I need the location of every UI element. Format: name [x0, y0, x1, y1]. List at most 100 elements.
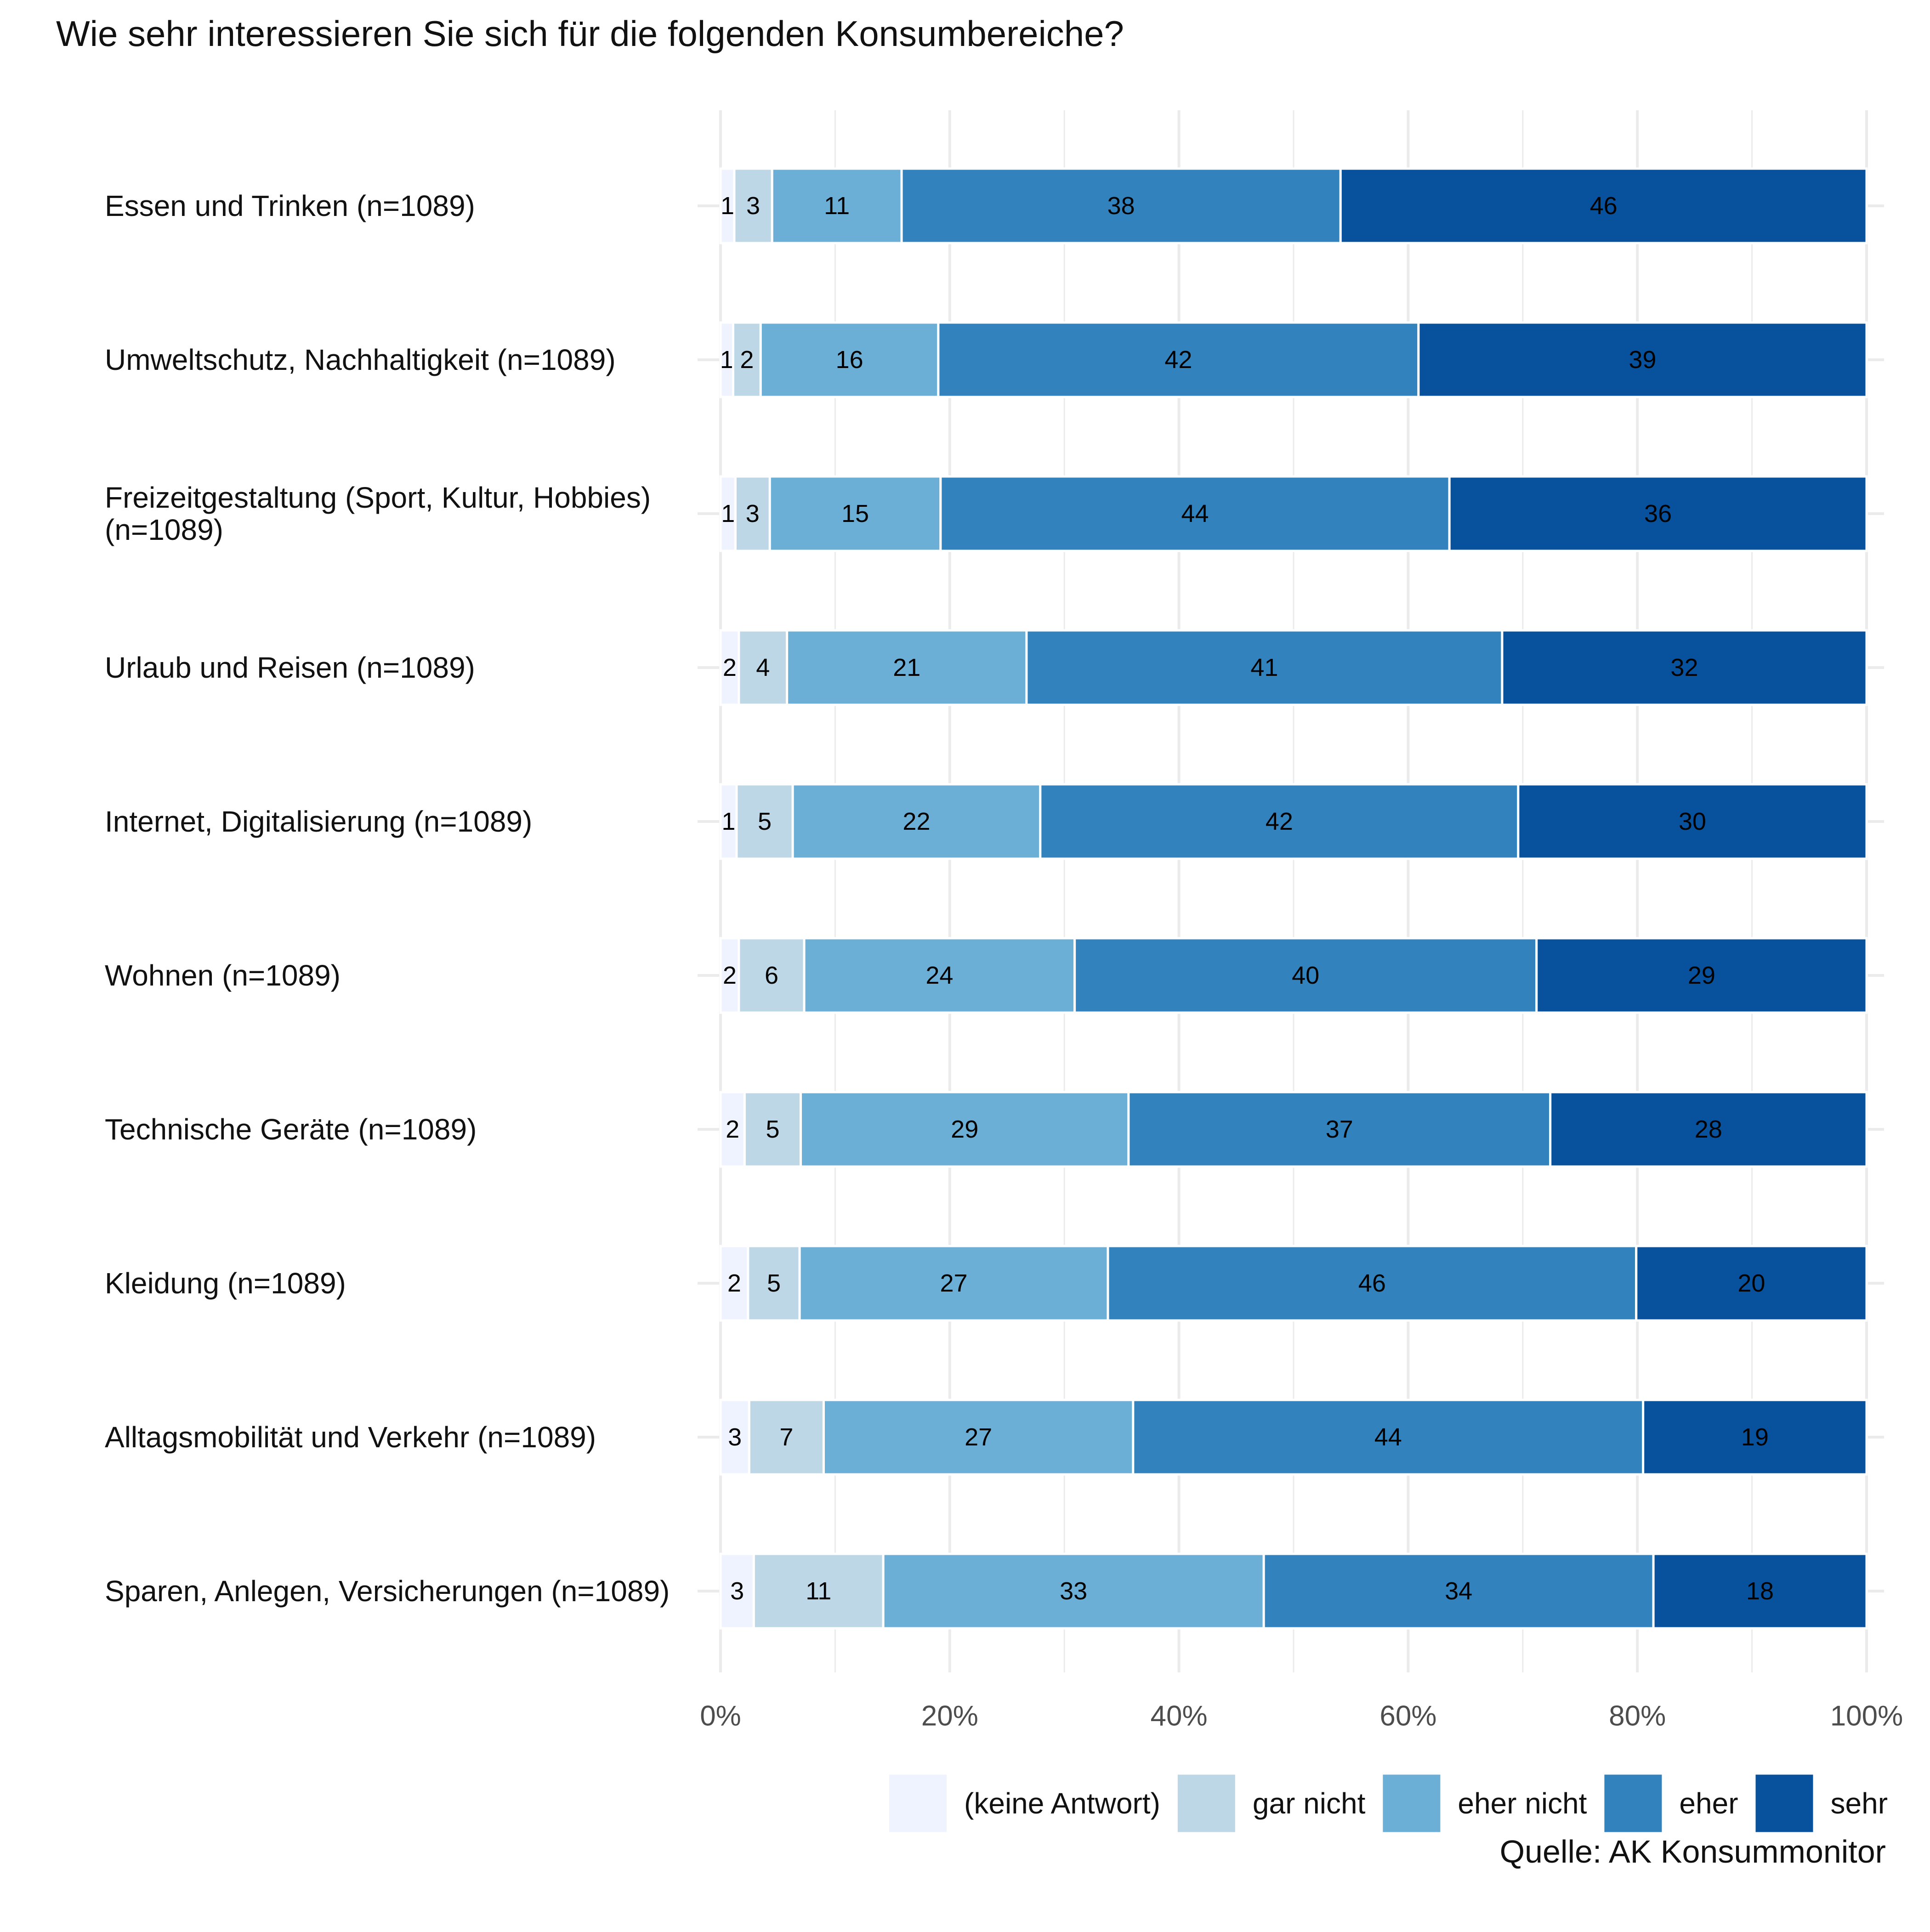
x-tick-label: 80%	[1609, 1700, 1666, 1732]
bar-segments: 1 3 11 38 461 2 16 42 391 3 15 44 362 4 21 41 321 5 22 42 30…	[719, 167, 1868, 1630]
bar-segment	[798, 1245, 1109, 1322]
category-label-line: Urlaub und Reisen (n=1089)	[105, 651, 475, 684]
bar-data-label: 21	[893, 654, 920, 681]
bar-segment	[1642, 1399, 1868, 1476]
bar-segment	[719, 1245, 749, 1322]
bar-data-label: 5	[758, 808, 772, 835]
bar-segment	[759, 321, 940, 398]
bar-segment	[719, 1552, 755, 1630]
bar-segment	[1417, 321, 1868, 398]
legend-key	[889, 1774, 947, 1832]
bar-data-label: 16	[836, 346, 863, 374]
bar-segment	[822, 1399, 1135, 1476]
bar-data-label: 18	[1746, 1577, 1774, 1605]
bar-data-label: 3	[746, 500, 760, 527]
bar-segment	[1107, 1245, 1638, 1322]
legend-key	[1755, 1774, 1813, 1832]
bar-data-label: 20	[1737, 1269, 1765, 1297]
bar-data-label: 1	[721, 808, 735, 835]
bar-segment	[735, 783, 794, 860]
bar-data-label: 41	[1250, 654, 1278, 681]
bar-data-label: 36	[1644, 500, 1672, 527]
category-label: Umweltschutz, Nachhaltigkeit (n=1089)	[105, 343, 616, 376]
bar-segment	[1262, 1552, 1655, 1630]
bar-segment	[939, 475, 1451, 552]
bar-data-label: 5	[766, 1116, 779, 1143]
x-tick-label: 0%	[700, 1700, 741, 1732]
bar-segment	[747, 1245, 801, 1322]
category-label: Essen und Trinken (n=1089)	[105, 189, 475, 222]
bar-segment	[1073, 937, 1538, 1014]
bar-data-label: 19	[1741, 1423, 1769, 1451]
bar-segment	[768, 475, 942, 552]
bar-data-label: 27	[940, 1269, 967, 1297]
category-label: Freizeitgestaltung (Sport, Kultur, Hobbi…	[105, 481, 651, 546]
category-labels: Essen und Trinken (n=1089) Umweltschutz, …	[105, 189, 670, 1608]
bar-data-label: 42	[1266, 808, 1293, 835]
legend-label: eher	[1679, 1787, 1738, 1820]
bar-segment	[1549, 1091, 1868, 1168]
bar-segment	[1448, 475, 1868, 552]
bar-segment	[738, 937, 806, 1014]
legend-key	[1604, 1774, 1662, 1832]
bar-segment	[1652, 1552, 1868, 1630]
bar-data-label: 30	[1679, 808, 1706, 835]
category-label-line: Wohnen (n=1089)	[105, 959, 341, 992]
bar-segment	[937, 321, 1420, 398]
bar-data-label: 29	[1688, 962, 1715, 989]
bar-data-label: 27	[965, 1423, 992, 1451]
legend-key	[1383, 1774, 1441, 1832]
source-caption: Quelle: AK Konsummonitor	[1499, 1834, 1886, 1870]
bar-data-label: 24	[925, 962, 953, 989]
bar-data-label: 11	[806, 1577, 831, 1605]
bar-data-label: 2	[726, 1116, 739, 1143]
bar-data-label: 15	[841, 500, 869, 527]
bar-data-label: 3	[728, 1423, 742, 1451]
bar-data-label: 11	[824, 192, 850, 220]
bar-data-label: 1	[720, 346, 734, 374]
bar-segment	[719, 937, 740, 1014]
bar-data-label: 2	[723, 962, 737, 989]
bar-segment	[900, 167, 1342, 244]
x-tick-label: 100%	[1830, 1700, 1903, 1732]
category-label: Kleidung (n=1089)	[105, 1267, 346, 1300]
legend: (keine Antwort) gar nicht eher nicht eher se…	[889, 1774, 1888, 1832]
category-label: Sparen, Anlegen, Versicherungen (n=1089)	[105, 1575, 670, 1608]
bar-data-label: 32	[1670, 654, 1698, 681]
bar-segment	[1039, 783, 1520, 860]
bar-data-label: 29	[951, 1116, 978, 1143]
bar-data-label: 33	[1060, 1577, 1087, 1605]
category-label-line: Internet, Digitalisierung (n=1089)	[105, 805, 532, 838]
category-label: Urlaub und Reisen (n=1089)	[105, 651, 475, 684]
bar-data-label: 22	[903, 808, 930, 835]
bar-segment	[743, 1091, 802, 1168]
bar-data-label: 1	[721, 500, 735, 527]
bar-data-label: 5	[767, 1269, 781, 1297]
bar-segment	[771, 167, 903, 244]
bar-segment	[1132, 1399, 1645, 1476]
category-label: Technische Geräte (n=1089)	[105, 1113, 477, 1146]
category-label-line: Essen und Trinken (n=1089)	[105, 189, 475, 222]
bar-segment	[719, 783, 738, 860]
bar-segment	[1535, 937, 1868, 1014]
x-tick-label: 40%	[1151, 1700, 1208, 1732]
category-label-line: Kleidung (n=1089)	[105, 1267, 346, 1300]
bar-data-label: 44	[1374, 1423, 1402, 1451]
category-label-line: Sparen, Anlegen, Versicherungen (n=1089)	[105, 1575, 670, 1608]
bar-segment	[1517, 783, 1868, 860]
x-axis-tick-labels: 0% 20% 40% 60% 80% 100%	[700, 1700, 1903, 1732]
chart-title: Wie sehr interessieren Sie sich für die …	[56, 13, 1124, 54]
bar-segment	[1339, 167, 1868, 244]
legend-key	[1177, 1774, 1235, 1832]
category-label: Wohnen (n=1089)	[105, 959, 341, 992]
bar-data-label: 4	[756, 654, 770, 681]
bar-data-label: 34	[1445, 1577, 1472, 1605]
x-tick-label: 20%	[921, 1700, 978, 1732]
bar-segment	[786, 629, 1028, 706]
category-label-line: Freizeitgestaltung (Sport, Kultur, Hobbi…	[105, 481, 651, 514]
bar-data-label: 44	[1181, 500, 1209, 527]
bar-segment	[1635, 1245, 1868, 1322]
bar-data-label: 37	[1326, 1116, 1353, 1143]
bar-data-label: 38	[1107, 192, 1135, 220]
